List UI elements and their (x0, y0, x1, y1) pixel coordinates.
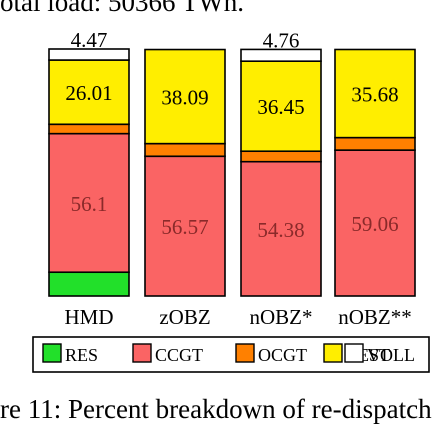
data-label-zobz-rest: 38.09 (161, 86, 208, 110)
bar-segment-hmd-ccgt (48, 132, 130, 274)
legend-swatch-ocgt (235, 343, 255, 363)
legend-swatch-voll (344, 343, 364, 363)
bar-segment-hmd-rest (48, 59, 130, 126)
category-label-zobz: zOBZ (159, 305, 210, 329)
bar-segment-hmd-voll (48, 48, 130, 61)
bar-segment-zobz-rest (144, 48, 226, 145)
category-label-hmd: HMD (64, 305, 113, 329)
bar-segment-nobz-ccgt (334, 149, 416, 297)
data-label-nobz-ccgt: 59.06 (351, 212, 398, 236)
bar-segment-nobz-voll (240, 48, 322, 62)
bar-segment-nobz-rest (240, 60, 322, 153)
legend-swatch-res (42, 343, 62, 363)
bar-segment-hmd-ocgt (48, 123, 130, 135)
data-label-hmd-ccgt: 56.1 (71, 192, 108, 216)
data-label-hmd-voll: 4.47 (71, 28, 108, 52)
legend-label-voll: VOLL (367, 345, 415, 365)
data-label-nobz-ccgt: 54.38 (257, 218, 304, 242)
data-label-nobz-rest: 36.45 (257, 95, 304, 119)
bars-group: 9.6356.13.7926.014.4756.575.1238.0954.38… (48, 28, 416, 297)
data-label-nobz-rest: 35.68 (351, 83, 398, 107)
legend-swatch-ccgt (132, 343, 152, 363)
legend-label-ocgt: OCGT (258, 345, 307, 365)
legend-label-res: RES (65, 345, 98, 365)
data-label-zobz-ccgt: 56.57 (161, 215, 208, 239)
data-label-nobz-voll: 4.76 (263, 28, 300, 52)
bar-segment-zobz-ocgt (144, 142, 226, 158)
category-labels: HMD zOBZ nOBZ* nOBZ** (64, 305, 411, 329)
caption-header-text: otal load: 50366 TWh. (0, 0, 244, 17)
bar-segment-nobz-rest (334, 48, 416, 139)
bar-segment-nobz-ocgt (240, 150, 322, 163)
category-label-nobz: nOBZ* (250, 305, 313, 329)
category-label-nobz: nOBZ** (338, 305, 412, 329)
legend-label-ccgt: CCGT (155, 345, 203, 365)
stacked-bar-chart: 9.6356.13.7926.014.4756.575.1238.0954.38… (32, 28, 430, 373)
caption-footer-text: re 11: Percent breakdown of re-dispatch (0, 394, 432, 424)
data-label-hmd-rest: 26.01 (65, 81, 112, 105)
bar-segment-zobz-ccgt (144, 155, 226, 297)
bar-segment-nobz-ocgt (334, 136, 416, 151)
legend-swatch-rest (323, 343, 343, 363)
